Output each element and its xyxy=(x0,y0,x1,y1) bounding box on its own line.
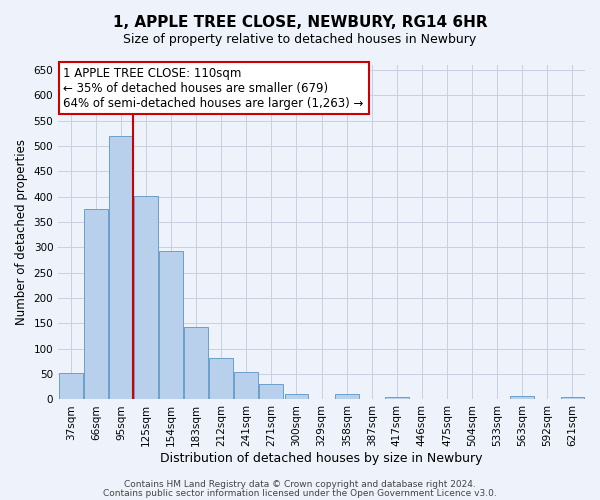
Bar xyxy=(109,136,133,400)
Y-axis label: Number of detached properties: Number of detached properties xyxy=(15,139,28,325)
Text: Contains HM Land Registry data © Crown copyright and database right 2024.: Contains HM Land Registry data © Crown c… xyxy=(124,480,476,489)
Text: 1 APPLE TREE CLOSE: 110sqm
← 35% of detached houses are smaller (679)
64% of sem: 1 APPLE TREE CLOSE: 110sqm ← 35% of deta… xyxy=(64,66,364,110)
Bar xyxy=(235,372,258,400)
Text: Size of property relative to detached houses in Newbury: Size of property relative to detached ho… xyxy=(124,32,476,46)
Bar xyxy=(84,210,108,400)
Bar xyxy=(209,358,233,400)
Bar xyxy=(59,373,83,400)
Bar xyxy=(560,397,584,400)
Bar xyxy=(134,196,158,400)
Bar xyxy=(284,394,308,400)
Text: 1, APPLE TREE CLOSE, NEWBURY, RG14 6HR: 1, APPLE TREE CLOSE, NEWBURY, RG14 6HR xyxy=(113,15,487,30)
Bar xyxy=(511,396,534,400)
Bar xyxy=(159,252,183,400)
Bar xyxy=(335,394,359,400)
Bar xyxy=(259,384,283,400)
Bar xyxy=(385,397,409,400)
Bar xyxy=(184,327,208,400)
Text: Contains public sector information licensed under the Open Government Licence v3: Contains public sector information licen… xyxy=(103,488,497,498)
X-axis label: Distribution of detached houses by size in Newbury: Distribution of detached houses by size … xyxy=(160,452,483,465)
